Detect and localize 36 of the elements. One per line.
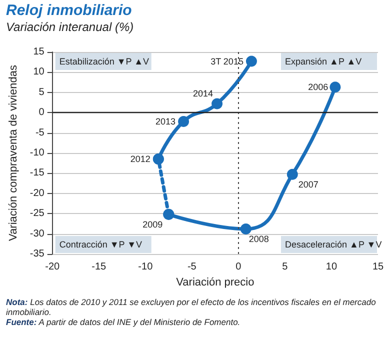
annotation: 2009	[142, 219, 163, 230]
x-tick-label: 5	[282, 262, 288, 272]
annotation: 2006	[308, 82, 328, 92]
annotation: Contracción ▼P ▼V	[59, 240, 142, 250]
y-tick-label: -35	[30, 248, 45, 260]
y-tick-label: 0	[38, 107, 45, 118]
annotation: 2012	[130, 154, 150, 164]
y-tick-label: -5	[35, 127, 45, 138]
x-tick-label: 10	[326, 262, 338, 272]
y-tick-label: -20	[30, 188, 45, 199]
y-tick-label: 5	[38, 86, 45, 98]
x-tick-label: -5	[187, 262, 197, 272]
annotation: 2014	[193, 88, 214, 99]
annotation: Desaceleración ▲P ▼V	[285, 240, 382, 250]
y-tick-label: 15	[33, 46, 45, 58]
x-tick-label: 0	[236, 262, 242, 272]
y-tick-label: -25	[30, 208, 45, 220]
x-axis-title: Variación precio	[176, 276, 254, 288]
annotation: 2013	[156, 116, 176, 126]
x-tick-label: 15	[372, 262, 384, 272]
x-tick-label: -15	[92, 262, 107, 272]
y-tick-label: -30	[30, 228, 45, 240]
x-tick-label: -10	[138, 262, 154, 272]
chart-subtitle: Variación interanual (%)	[6, 20, 134, 34]
annotation: Estabilización ▼P ▲V	[59, 56, 150, 66]
annotation: Expansión ▲P ▲V	[285, 56, 362, 66]
y-tick-label: 10	[33, 66, 45, 78]
annotation: 2008	[248, 234, 269, 244]
chart-title: Reloj inmobiliario	[6, 2, 132, 19]
source-note: Fuente: A partir de datos del INE y del Ministerio de Fomento.	[6, 317, 242, 327]
y-axis-title: Variación compraventa de viviendas	[8, 64, 20, 241]
text: Nota: Los datos de 2010 y 2011 se excluyen por el efecto de los incentivos fiscales en el mercado inmobiliario.	[6, 297, 377, 317]
y-tick-label: -10	[30, 148, 45, 158]
annotation: 3T 2015	[210, 56, 244, 66]
y-tick-label: -15	[30, 168, 45, 179]
annotation: 2007	[298, 179, 318, 190]
